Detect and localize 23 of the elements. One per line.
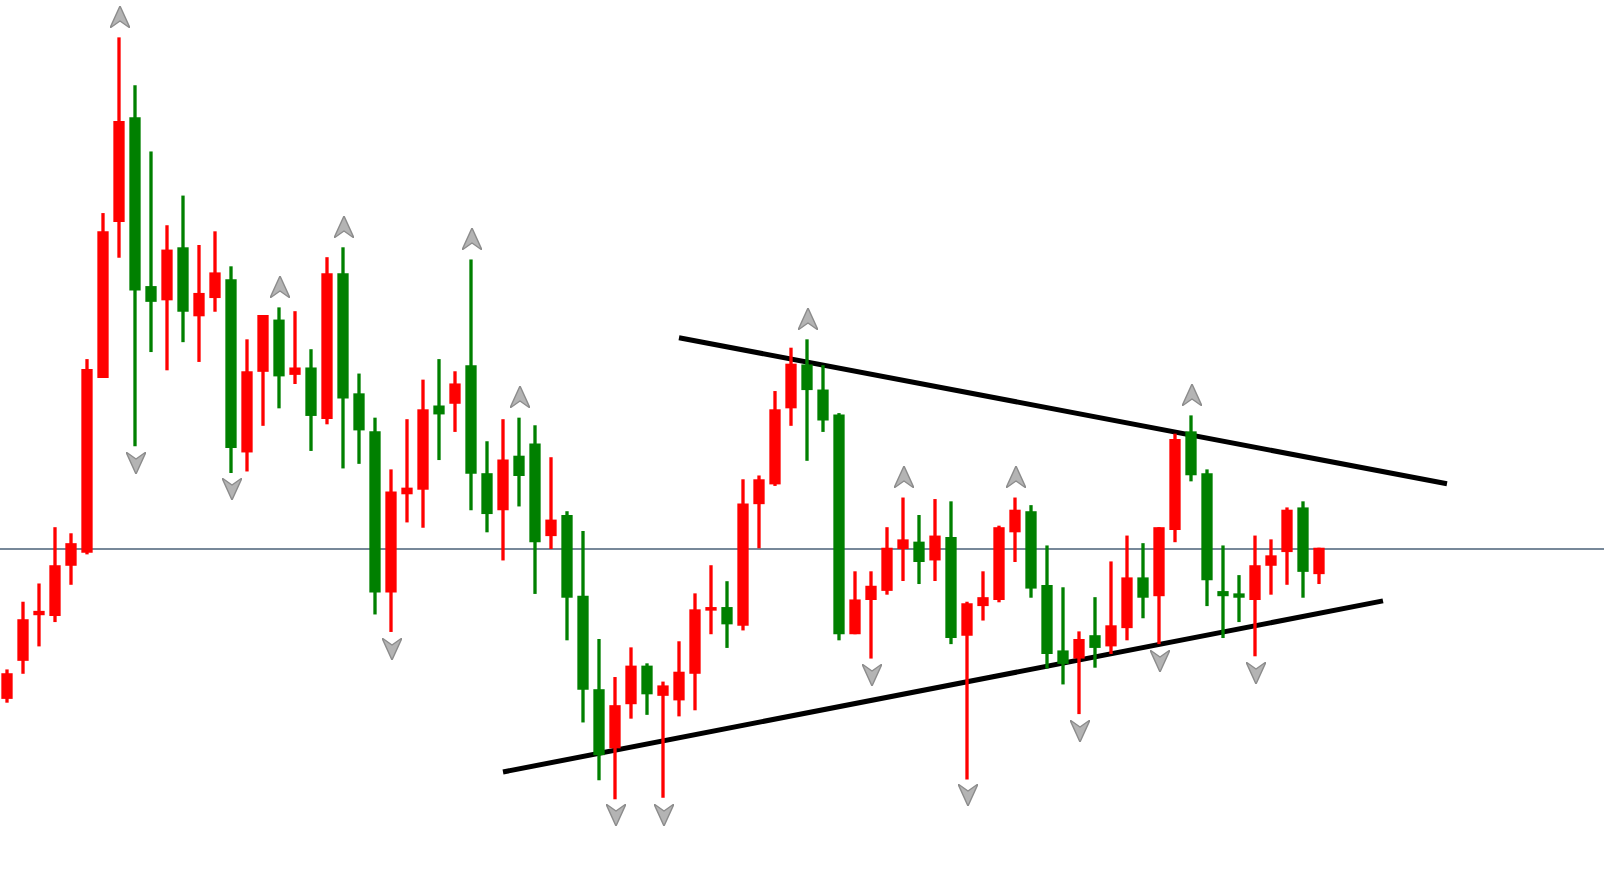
candlestick — [401, 419, 413, 523]
candlestick — [545, 457, 557, 550]
candlestick — [33, 583, 45, 647]
candlestick — [977, 571, 989, 621]
candlestick — [705, 565, 717, 635]
candlestick — [1089, 597, 1101, 668]
candlestick — [433, 359, 445, 461]
candlestick — [961, 601, 973, 780]
candlestick — [865, 571, 877, 659]
candlestick — [1265, 539, 1277, 595]
candlestick — [897, 497, 909, 581]
candlestick — [513, 417, 525, 507]
candlestick — [1057, 587, 1069, 685]
candlestick — [657, 681, 669, 798]
candlestick — [1233, 575, 1245, 623]
candlestick — [1217, 545, 1229, 639]
candlestick — [193, 245, 205, 362]
candlestick — [1105, 561, 1117, 655]
candlestick — [721, 581, 733, 648]
candlestick — [801, 339, 813, 461]
candlestick — [289, 311, 301, 384]
candlestick — [145, 151, 157, 353]
candlestick — [1073, 631, 1085, 715]
